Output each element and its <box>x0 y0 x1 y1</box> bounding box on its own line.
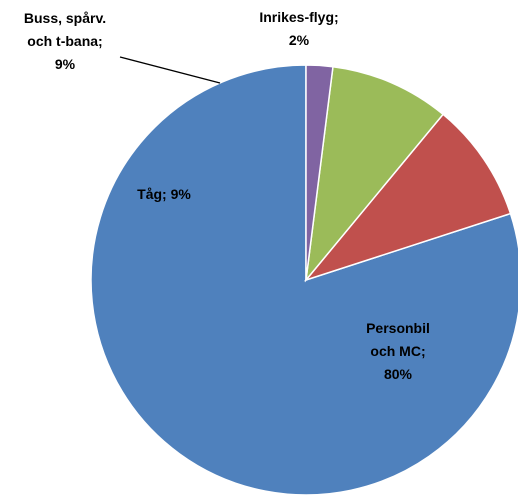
label-tag-line: Tåg; 9% <box>137 186 191 202</box>
slice-buss <box>304 65 445 283</box>
label-personbil-line: 80% <box>384 366 413 382</box>
pie-slices <box>90 64 518 495</box>
label-personbil-line: och MC; <box>370 343 425 359</box>
label-personbil: Personbil och MC; 80% <box>366 320 430 382</box>
label-buss-line: 9% <box>55 56 76 72</box>
label-inrikes-flyg: Inrikes-flyg; 2% <box>259 9 338 48</box>
slice-inrikes-flyg <box>305 64 334 281</box>
label-buss: Buss, spårv. och t-bana; 9% <box>24 10 106 72</box>
slice-personbil <box>90 64 518 495</box>
slice-labels: Personbil och MC; 80% Tåg; 9% Buss, spårv. oc… <box>24 9 430 382</box>
slice-tag <box>303 113 512 282</box>
label-inrikes-flyg-line: 2% <box>289 32 310 48</box>
label-buss-line: Buss, spårv. <box>24 10 106 26</box>
leader-line-buss <box>119 56 221 84</box>
label-tag: Tåg; 9% <box>137 186 191 202</box>
label-buss-line: och t-bana; <box>27 33 102 49</box>
label-personbil-line: Personbil <box>366 320 430 336</box>
label-inrikes-flyg-line: Inrikes-flyg; <box>259 9 338 25</box>
